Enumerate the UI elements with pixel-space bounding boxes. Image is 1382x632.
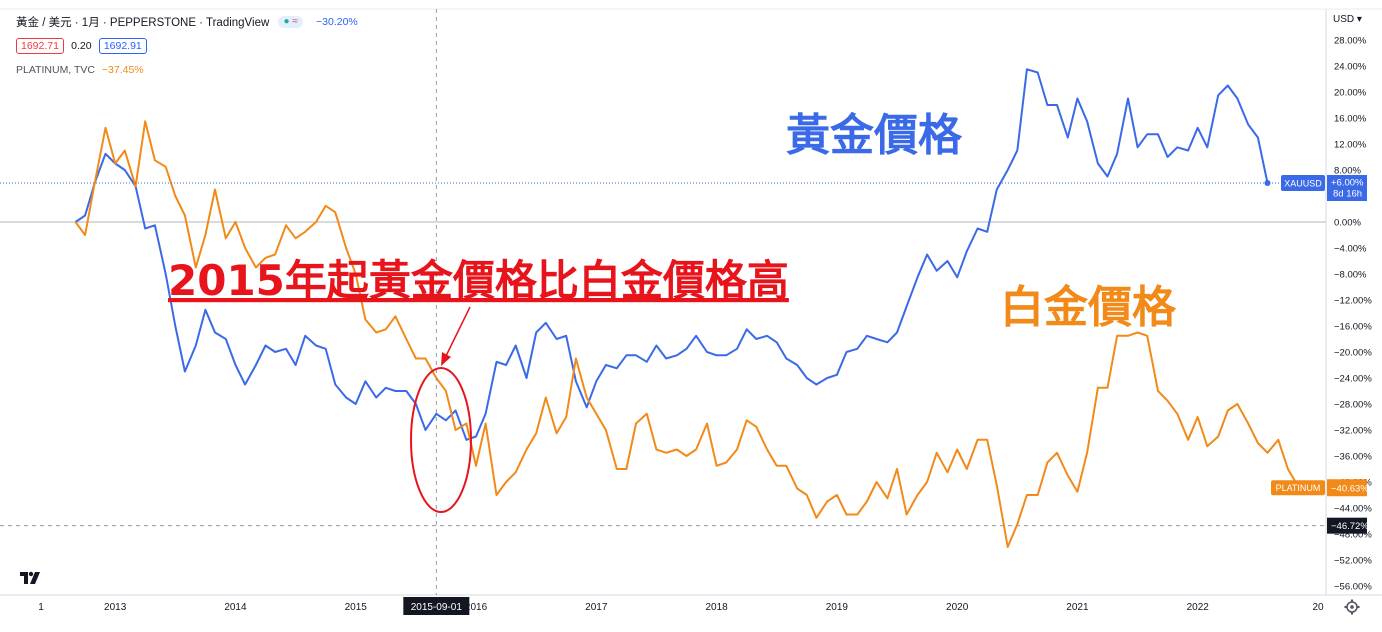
y-tick-label: −56.00% — [1334, 582, 1372, 593]
crosshair-value-tag-label: −46.72% — [1331, 521, 1369, 532]
y-tick-label: −16.00% — [1334, 322, 1372, 333]
x-tick-label: 2015 — [345, 602, 368, 613]
annotation-arrow — [445, 306, 471, 357]
tradingview-logo[interactable] — [18, 568, 44, 588]
y-tick-label: −8.00% — [1334, 270, 1367, 281]
highlight-ellipse — [410, 367, 472, 513]
symbol-legend[interactable]: 黃金 / 美元 · 1月 · PEPPERSTONE · TradingView… — [16, 14, 358, 30]
platinum-value-tag-label: −40.63% — [1331, 483, 1369, 494]
market-open-dot: ● — [283, 16, 290, 28]
x-tick-label: 1 — [38, 602, 44, 613]
market-status-badge: ● ≈ — [278, 16, 303, 28]
y-tick-label: 24.00% — [1334, 62, 1367, 73]
y-tick-label: 28.00% — [1334, 36, 1367, 47]
x-tick-label: 2021 — [1066, 602, 1089, 613]
gold-value-tag-label: +6.00% — [1331, 178, 1364, 189]
x-tick-label: 2020 — [946, 602, 969, 613]
ask-price[interactable]: 1692.91 — [98, 38, 147, 54]
y-tick-label: 8.00% — [1334, 166, 1361, 177]
gold-value-tag — [1327, 175, 1367, 201]
x-tick-label: 20 — [1312, 602, 1324, 613]
spread-value: 0.20 — [71, 40, 92, 52]
x-tick-label: 2022 — [1187, 602, 1210, 613]
y-tick-label: −44.00% — [1334, 504, 1372, 515]
y-tick-label: −12.00% — [1334, 296, 1372, 307]
x-tick-label: 2013 — [104, 602, 127, 613]
gold-symbol-tag — [1281, 175, 1325, 191]
series-line-platinum[interactable] — [74, 120, 1299, 548]
delayed-icon: ≈ — [292, 16, 298, 28]
y-tick-label: 0.00% — [1334, 218, 1361, 229]
y-tick-label: −28.00% — [1334, 400, 1372, 411]
crosshair-date-tag-label: 2015-09-01 — [411, 602, 463, 613]
platinum-symbol-tag-label: PLATINUM — [1276, 483, 1321, 493]
gold-symbol-tag-label: XAUUSD — [1284, 179, 1322, 189]
y-tick-label: 12.00% — [1334, 140, 1367, 151]
crosshair-value-tag — [1327, 517, 1367, 534]
bid-price[interactable]: 1692.71 — [16, 38, 64, 54]
headline-annotation: 2015年起黃金價格比白金價格高 — [168, 256, 789, 305]
gold-last-point — [1264, 180, 1271, 186]
series-line-xauusd[interactable] — [74, 68, 1269, 441]
settings-icon[interactable] — [1344, 599, 1360, 615]
x-tick-label: 2016 — [465, 602, 488, 613]
y-tick-label: −48.00% — [1334, 530, 1372, 541]
symbol-title[interactable]: 黃金 / 美元 · 1月 · PEPPERSTONE · TradingView — [16, 17, 270, 29]
y-tick-label: −4.00% — [1334, 244, 1367, 255]
platinum-price-annotation: 白金價格 — [1000, 282, 1177, 333]
y-tick-label: −24.00% — [1334, 374, 1372, 385]
y-tick-label: 16.00% — [1334, 114, 1367, 125]
gold-price-annotation: 黃金價格 — [786, 110, 963, 161]
compare-legend[interactable]: PLATINUM, TVC −37.45% — [16, 64, 144, 76]
annotation-arrow-head — [441, 352, 451, 366]
gold-change-value: −30.20% — [316, 16, 358, 28]
crosshair-date-tag — [403, 597, 470, 615]
y-tick-label: −52.00% — [1334, 556, 1372, 567]
y-tick-label: 20.00% — [1334, 88, 1367, 99]
x-tick-label: 2018 — [705, 602, 728, 613]
gold-countdown-label: 8d 16h — [1333, 189, 1362, 200]
quote-row: 1692.71 0.20 1692.91 — [16, 38, 147, 54]
currency-menu[interactable]: USD ▾ — [1333, 14, 1362, 25]
platinum-symbol-tag — [1271, 480, 1325, 496]
y-tick-label: −20.00% — [1334, 348, 1372, 359]
platinum-legend-label[interactable]: PLATINUM, TVC — [16, 64, 95, 77]
x-tick-label: 2014 — [224, 602, 247, 613]
platinum-value-tag — [1327, 479, 1367, 497]
y-tick-label: −36.00% — [1334, 452, 1372, 463]
platinum-change-value: −37.45% — [101, 64, 144, 77]
x-tick-label: 2019 — [826, 602, 849, 613]
x-tick-label: 2017 — [585, 602, 608, 613]
y-tick-label: −32.00% — [1334, 426, 1372, 437]
